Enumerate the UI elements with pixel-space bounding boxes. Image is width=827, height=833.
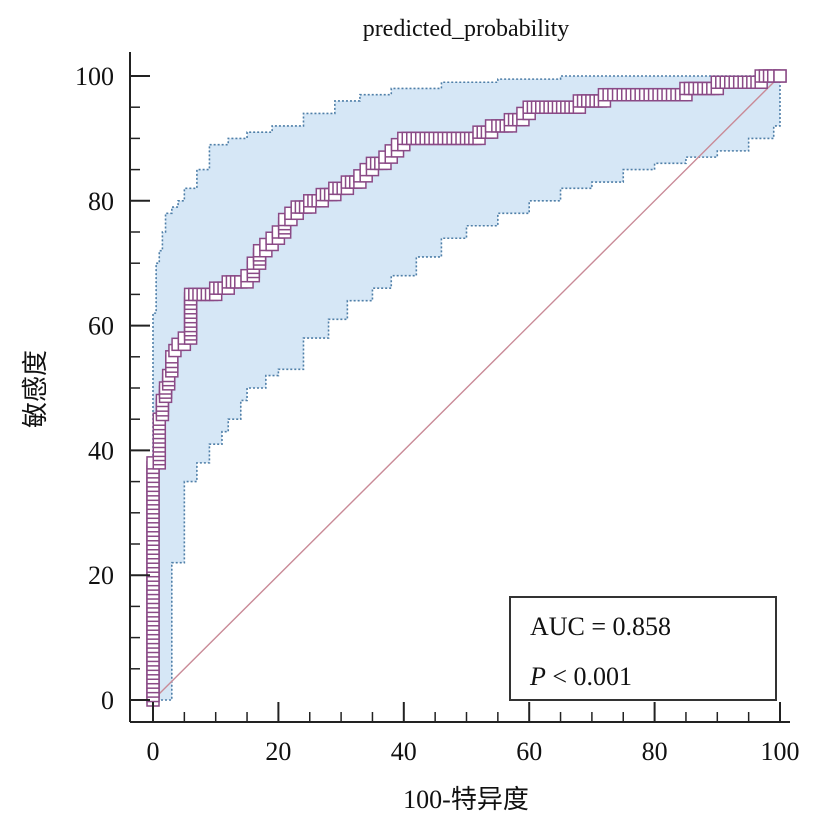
annotation-frame — [509, 596, 777, 701]
p-value: < 0.001 — [546, 662, 632, 691]
x-tick-label: 80 — [642, 737, 668, 766]
y-tick-label: 20 — [88, 561, 114, 590]
diagonal-line — [152, 75, 781, 701]
annotation-box: AUC = 0.858 P < 0.001 — [509, 596, 777, 701]
p-value-label: P < 0.001 — [529, 662, 632, 691]
p-symbol: P — [529, 662, 546, 691]
y-axis-ticks: 0 20 40 60 80 100 — [75, 62, 150, 715]
x-tick-label: 20 — [265, 737, 291, 766]
ci-lower-line — [153, 76, 781, 701]
auc-label: AUC = 0.858 — [530, 612, 671, 641]
x-axis-ticks: 0 20 40 60 80 100 — [147, 702, 800, 766]
y-axis-title: 敏感度 — [21, 350, 50, 428]
x-tick-label: 60 — [516, 737, 542, 766]
y-tick-label: 80 — [88, 187, 114, 216]
reference-diagonal — [152, 75, 781, 701]
confidence-band — [152, 75, 781, 701]
y-tick-label: 100 — [75, 62, 114, 91]
x-axis-title: 100-特异度 — [403, 785, 529, 814]
ci-fill — [153, 76, 780, 700]
ci-upper-line — [152, 75, 780, 700]
chart-title: predicted_probability — [363, 16, 570, 42]
x-tick-label: 0 — [147, 737, 160, 766]
x-tick-label: 40 — [391, 737, 417, 766]
y-tick-label: 60 — [88, 312, 114, 341]
axes — [129, 52, 790, 723]
y-tick-label: 40 — [88, 436, 114, 465]
y-tick-label: 0 — [101, 686, 114, 715]
x-tick-label: 100 — [761, 737, 800, 766]
roc-curve — [146, 69, 787, 707]
roc-marker — [773, 69, 787, 83]
